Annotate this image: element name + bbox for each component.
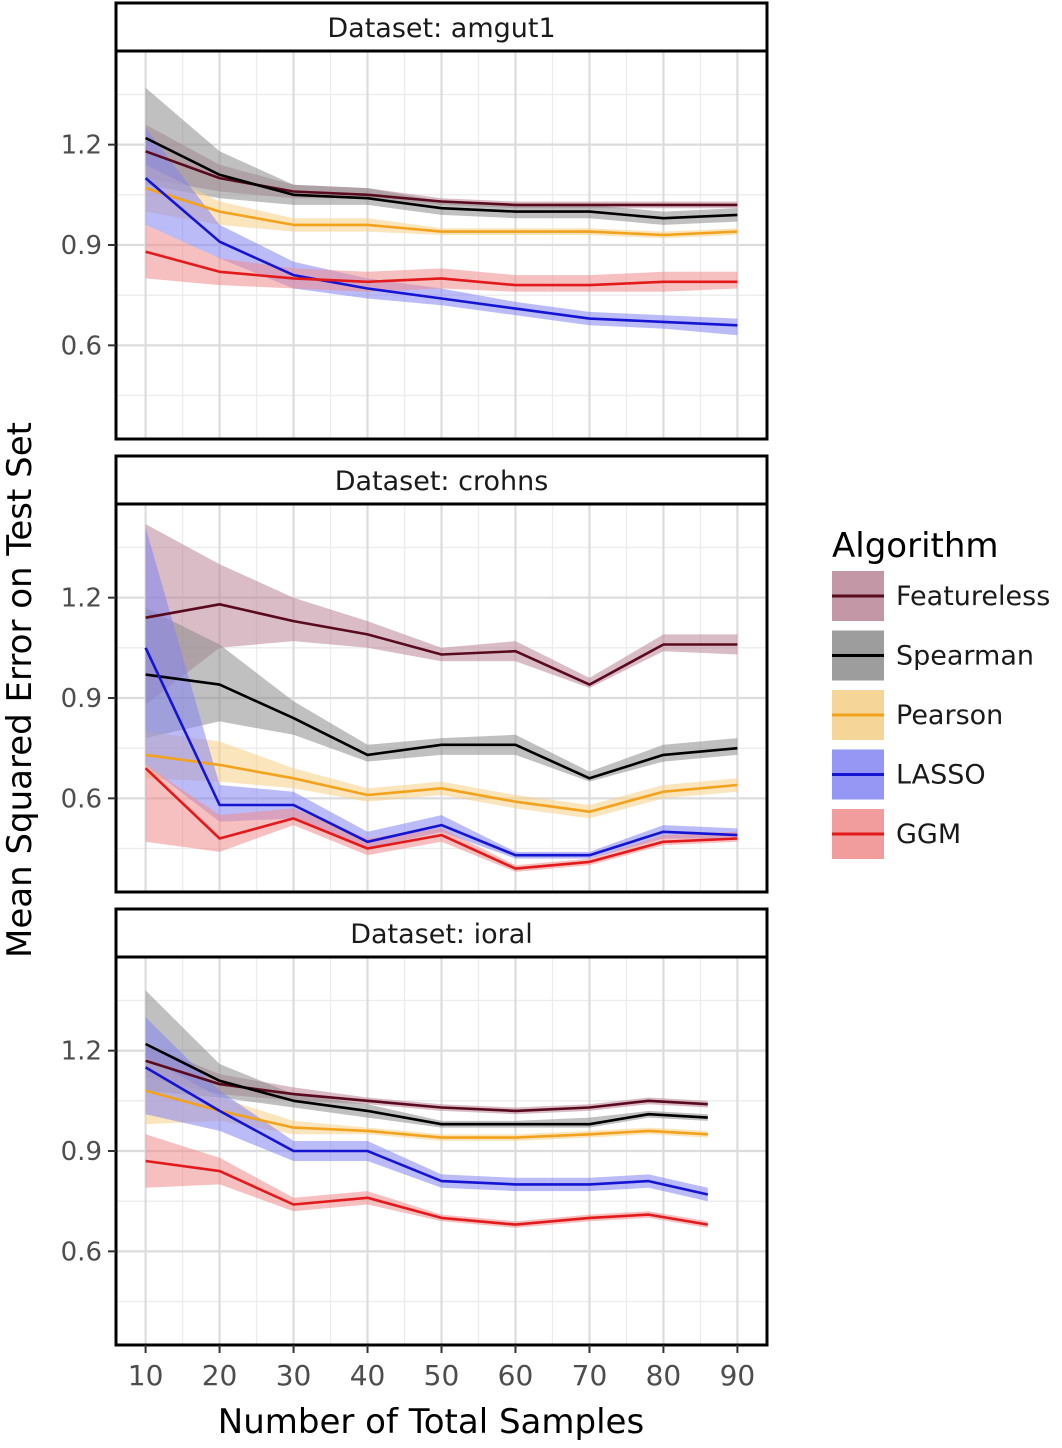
- x-tick-label: 70: [572, 1359, 608, 1392]
- y-tick-label: 0.9: [61, 684, 102, 714]
- x-tick-label: 30: [276, 1359, 312, 1392]
- series-lines: [144, 136, 738, 327]
- band-lasso: [145, 1017, 708, 1202]
- legend-label: LASSO: [896, 760, 986, 791]
- legend-label: Spearman: [896, 641, 1034, 672]
- line-ggm: [144, 767, 738, 870]
- panel-title: Dataset: amgut1: [327, 13, 555, 44]
- panel-2: Dataset: crohns 0.6 0.9 1.2: [61, 454, 769, 894]
- y-tick-label: 0.6: [61, 1237, 102, 1267]
- band-spearman: [145, 607, 738, 782]
- band-pearson: [145, 1057, 708, 1141]
- band-ggm: [145, 764, 738, 872]
- y-axis: 0.6 0.9 1.2: [61, 584, 116, 814]
- panel-title: Dataset: crohns: [335, 466, 549, 497]
- series-lines: [144, 603, 738, 870]
- line-ggm: [145, 1159, 709, 1226]
- line-spearman: [145, 1042, 708, 1126]
- line-featureless: [145, 603, 738, 686]
- legend-item-pearson: Pearson: [832, 690, 1003, 740]
- y-tick-label: 1.2: [61, 131, 102, 161]
- y-axis-label: Mean Squared Error on Test Set: [0, 422, 40, 958]
- line-lasso: [144, 1066, 709, 1196]
- y-axis: 0.6 0.9 1.2: [61, 131, 116, 361]
- line-pearson: [145, 753, 738, 813]
- x-tick-label: 50: [424, 1359, 460, 1392]
- x-tick-label: 10: [128, 1359, 164, 1392]
- series-lines: [144, 1042, 709, 1226]
- x-tick-label: 60: [498, 1359, 534, 1392]
- panel-strip: [114, 1, 769, 53]
- legend-item-spearman: Spearman: [832, 630, 1034, 681]
- y-tick-label: 0.9: [61, 231, 102, 261]
- panel-strip: [114, 907, 769, 959]
- line-spearman: [145, 136, 738, 220]
- legend-label: Pearson: [896, 700, 1003, 731]
- legend-item-lasso: LASSO: [832, 749, 986, 800]
- legend-items: Featureless Spearman Pearson LASSO GGM: [832, 571, 1050, 859]
- panel-title: Dataset: ioral: [350, 919, 533, 950]
- y-tick-label: 0.9: [61, 1137, 102, 1167]
- legend-item-featureless: Featureless: [832, 571, 1050, 621]
- panels-layer: Dataset: amgut1 0.6 0.9 1.2 Dataset: crohns 0…: [61, 1, 769, 1392]
- y-axis: 0.6 0.9 1.2: [61, 1037, 116, 1267]
- y-tick-label: 1.2: [61, 584, 102, 614]
- panel-1: Dataset: amgut1 0.6 0.9 1.2: [61, 1, 769, 441]
- y-tick-label: 0.6: [61, 331, 102, 361]
- legend-label: Featureless: [896, 581, 1050, 612]
- line-lasso: [144, 177, 738, 327]
- line-lasso: [144, 647, 738, 857]
- x-tick-label: 40: [350, 1359, 386, 1392]
- line-ggm: [145, 250, 738, 287]
- band-pearson: [145, 164, 738, 239]
- x-tick-label: 20: [202, 1359, 238, 1392]
- x-tick-label: 90: [720, 1359, 756, 1392]
- legend: Algorithm Featureless Spearman Pearson LASS…: [832, 526, 1050, 859]
- x-axis-label: Number of Total Samples: [218, 1402, 644, 1442]
- legend-item-ggm: GGM: [832, 809, 961, 859]
- legend-label: GGM: [896, 819, 961, 850]
- y-tick-label: 1.2: [61, 1037, 102, 1067]
- line-pearson: [145, 1089, 708, 1139]
- y-tick-label: 0.6: [61, 784, 102, 814]
- legend-title: Algorithm: [832, 526, 999, 566]
- line-spearman: [145, 673, 738, 780]
- x-axis: 10 20 30 40 50 60 70 80 90: [128, 1345, 755, 1392]
- x-tick-label: 80: [646, 1359, 682, 1392]
- panel-3: Dataset: ioral 0.6 0.9 1.2: [61, 907, 769, 1347]
- band-ggm: [145, 1134, 708, 1228]
- line-pearson: [145, 186, 738, 237]
